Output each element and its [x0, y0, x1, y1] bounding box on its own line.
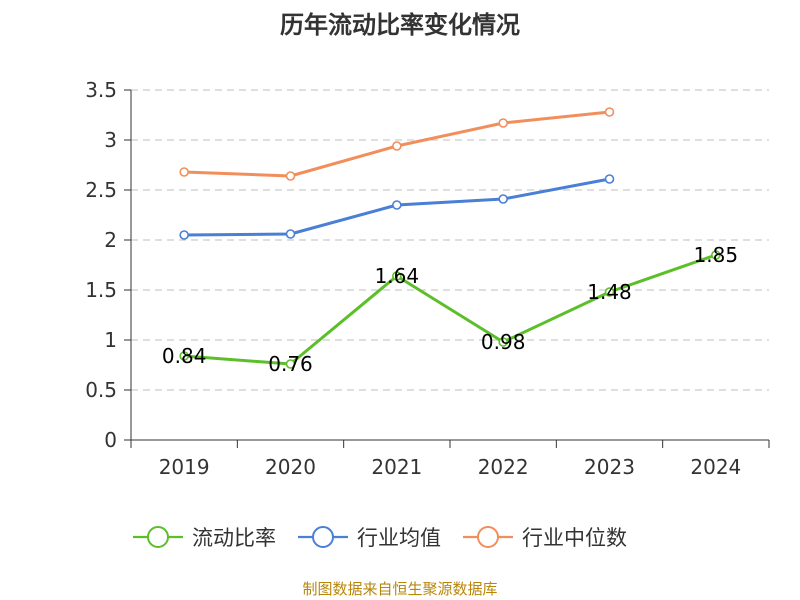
- data-point: [285, 171, 296, 181]
- legend: 流动比率 行业均值 行业中位数: [133, 526, 627, 550]
- chart-title: 历年流动比率变化情况: [280, 11, 520, 39]
- data-point: [179, 230, 189, 240]
- legend-marker: [477, 526, 499, 548]
- data-label: 0.84: [162, 344, 207, 368]
- data-label: 0.98: [481, 330, 526, 354]
- axes: 0 0.5 1 1.5 2 2.5 3 3.5 2019 2020 2021 2022 2023 2024: [85, 78, 770, 479]
- data-point: [392, 271, 402, 281]
- legend-item-2[interactable]: 行业中位数: [463, 526, 627, 550]
- data-point: [711, 250, 721, 260]
- series-layer: [179, 107, 721, 369]
- data-point: [498, 337, 508, 347]
- source-note: 制图数据来自恒生聚源数据库: [302, 580, 497, 598]
- legend-marker: [147, 526, 169, 548]
- data-point: [498, 118, 508, 128]
- data-point: [604, 174, 615, 184]
- data-point: [392, 141, 402, 151]
- legend-label: 行业均值: [357, 526, 441, 550]
- data-point: [179, 167, 189, 177]
- grid-lines: [131, 89, 769, 391]
- legend-item-0[interactable]: 流动比率: [133, 526, 276, 550]
- data-point: [498, 194, 508, 204]
- data-point: [392, 200, 402, 210]
- series-line-0: [184, 253, 717, 366]
- data-label: 1.48: [587, 280, 632, 304]
- y-tick-label: 0: [104, 428, 117, 452]
- x-tick-label: 2024: [690, 455, 741, 479]
- y-tick-label: 3.5: [85, 78, 117, 102]
- data-point: [285, 229, 296, 239]
- x-tick-label: 2019: [159, 455, 210, 479]
- y-tick-label: 2: [104, 228, 117, 252]
- y-tick-label: 1: [104, 328, 117, 352]
- legend-label: 行业中位数: [522, 526, 627, 550]
- x-tick-label: 2022: [478, 455, 529, 479]
- y-tick-label: 1.5: [85, 278, 117, 302]
- legend-item-1[interactable]: 行业均值: [298, 526, 441, 550]
- data-label: 1.64: [375, 264, 420, 288]
- data-point: [285, 359, 296, 369]
- data-label: 1.85: [694, 243, 739, 267]
- y-tick-label: 3: [104, 128, 117, 152]
- y-tick-label: 2.5: [85, 178, 117, 202]
- x-tick-label: 2021: [371, 455, 422, 479]
- legend-marker: [312, 526, 334, 548]
- x-tick-label: 2023: [584, 455, 635, 479]
- data-point: [179, 351, 189, 361]
- data-label: 0.76: [268, 352, 313, 376]
- legend-label: 流动比率: [192, 526, 276, 550]
- y-tick-label: 0.5: [85, 378, 117, 402]
- x-tick-label: 2020: [265, 455, 316, 479]
- data-point: [604, 287, 615, 297]
- data-point: [604, 107, 615, 117]
- data-labels: 0.84 0.76 1.64 0.98 1.48 1.85: [162, 243, 738, 376]
